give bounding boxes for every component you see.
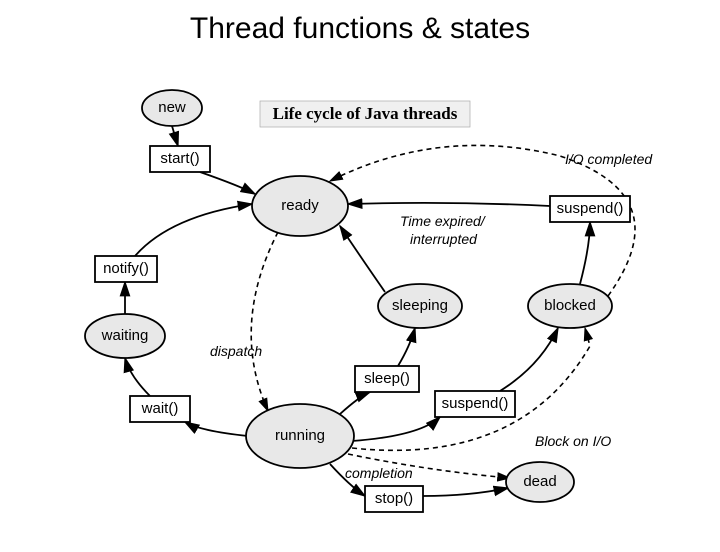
- svg-text:suspend(): suspend(): [442, 395, 509, 412]
- node-sleeping: sleeping: [378, 284, 462, 328]
- svg-text:stop(): stop(): [375, 490, 413, 507]
- label-time-expired-1: Time expired/: [400, 213, 487, 229]
- subtitle-text: Life cycle of Java threads: [273, 104, 458, 123]
- svg-text:start(): start(): [160, 150, 199, 167]
- thread-state-diagram: Life cycle of Java threads new ready run…: [0, 46, 720, 526]
- svg-text:notify(): notify(): [103, 260, 149, 277]
- svg-text:running: running: [275, 427, 325, 444]
- svg-text:suspend(): suspend(): [557, 200, 624, 217]
- node-waiting: waiting: [85, 314, 165, 358]
- svg-text:wait(): wait(): [141, 400, 179, 417]
- node-wait: wait(): [130, 396, 190, 422]
- node-blocked: blocked: [528, 284, 612, 328]
- svg-text:dead: dead: [523, 473, 556, 490]
- node-running: running: [246, 404, 354, 468]
- svg-text:blocked: blocked: [544, 297, 596, 314]
- node-notify: notify(): [95, 256, 157, 282]
- label-io-completed: I/O completed: [565, 151, 653, 167]
- node-suspend-lower: suspend(): [435, 391, 515, 417]
- node-stop: stop(): [365, 486, 423, 512]
- edges-solid: [125, 126, 590, 496]
- label-completion: completion: [345, 465, 413, 481]
- node-dead: dead: [506, 462, 574, 502]
- node-start: start(): [150, 146, 210, 172]
- svg-text:waiting: waiting: [101, 327, 149, 344]
- page-title: Thread functions & states: [0, 12, 720, 46]
- svg-text:new: new: [158, 99, 186, 116]
- node-suspend-upper: suspend(): [550, 196, 630, 222]
- label-time-expired-2: interrupted: [410, 231, 478, 247]
- label-dispatch: dispatch: [210, 343, 262, 359]
- node-sleep: sleep(): [355, 366, 419, 392]
- node-new: new: [142, 90, 202, 126]
- svg-text:sleep(): sleep(): [364, 370, 410, 387]
- svg-text:sleeping: sleeping: [392, 297, 448, 314]
- svg-text:ready: ready: [281, 197, 319, 214]
- label-block-io: Block on I/O: [535, 433, 611, 449]
- node-ready: ready: [252, 176, 348, 236]
